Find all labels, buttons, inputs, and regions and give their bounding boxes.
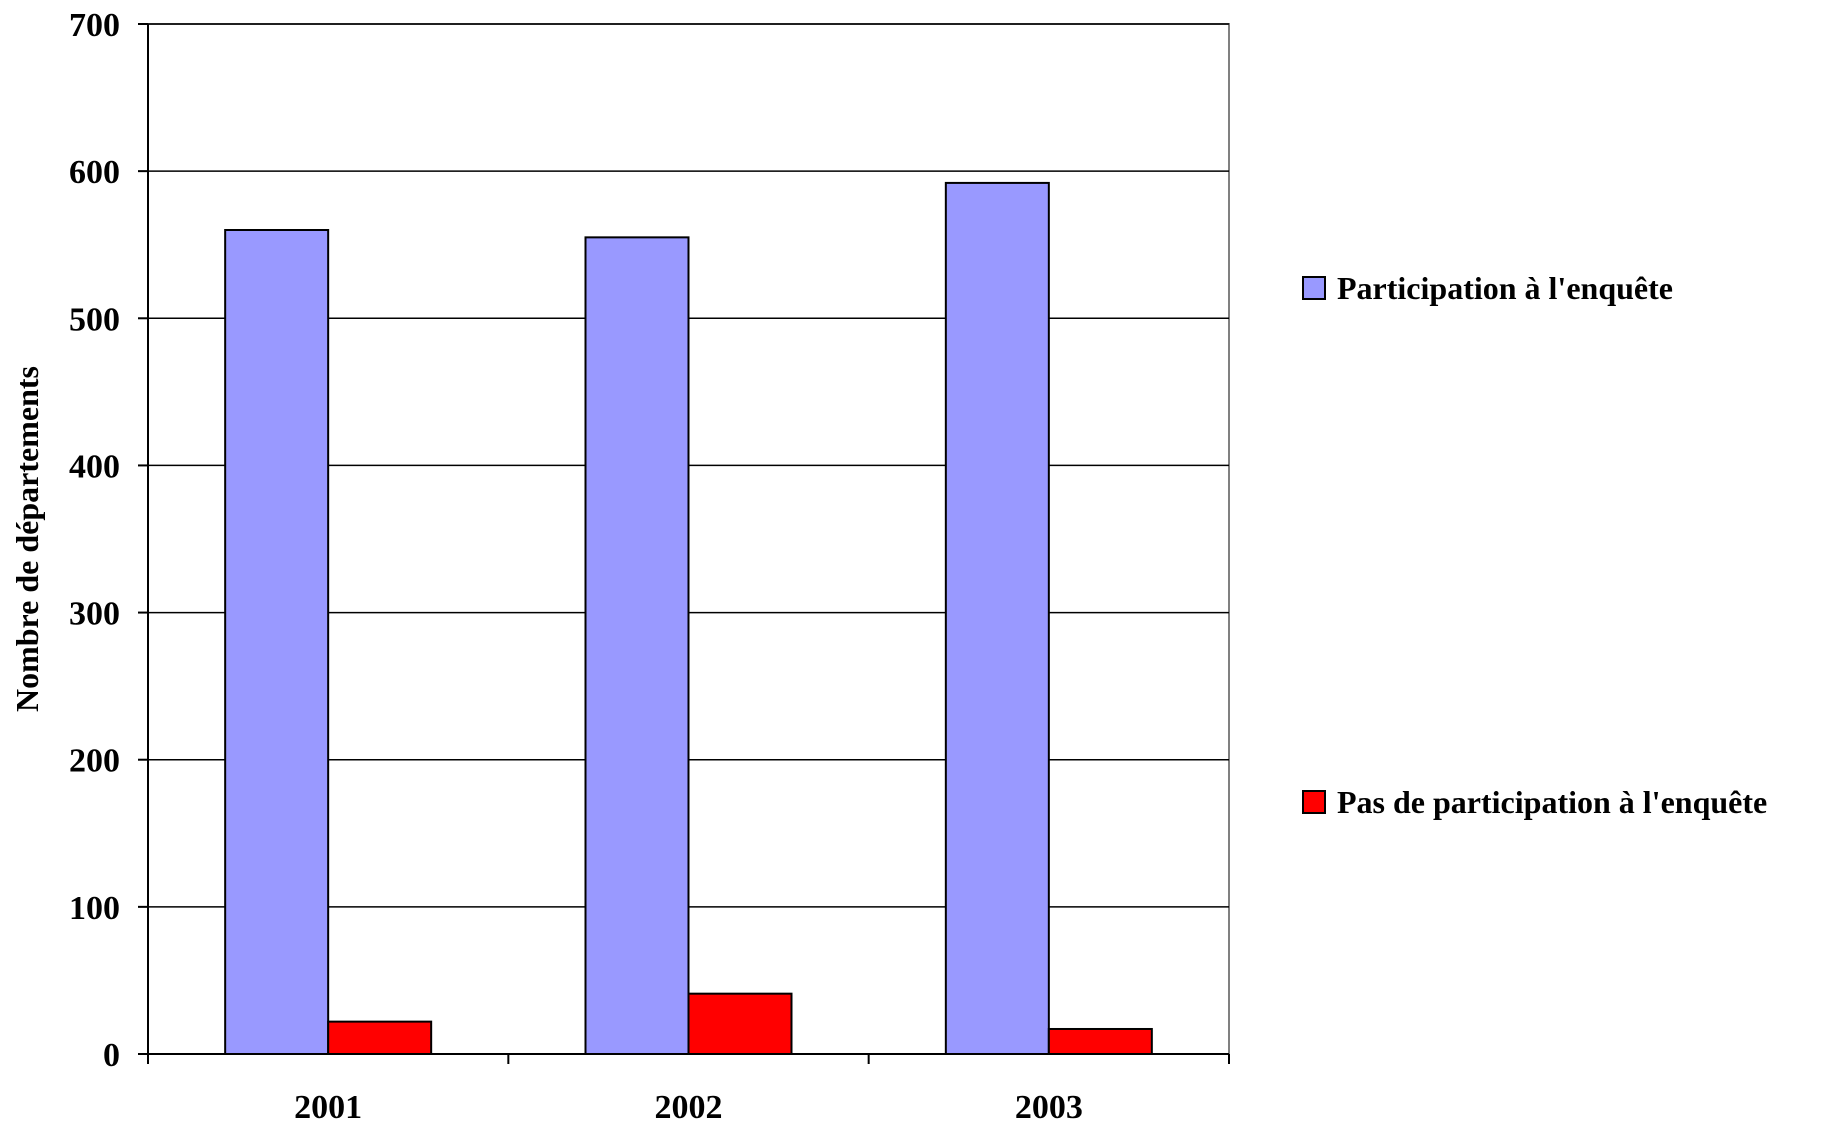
x-tick-label: 2001 xyxy=(294,1089,362,1123)
legend: Participation à l'enquête Pas de particip… xyxy=(1302,270,1767,820)
bar-participation-2003 xyxy=(944,181,1050,1055)
y-tick-label: 200 xyxy=(69,743,120,780)
y-tick-label: 700 xyxy=(69,7,120,44)
x-tick-label: 2003 xyxy=(1015,1089,1083,1123)
y-tick-label: 300 xyxy=(69,596,120,633)
bar-non-participation-2002 xyxy=(687,992,793,1056)
bar-non-participation-2001 xyxy=(327,1020,433,1056)
y-tick-label: 0 xyxy=(103,1037,120,1074)
y-axis-title: Nombre de départements xyxy=(9,366,45,712)
bars xyxy=(224,181,1153,1056)
legend-swatch xyxy=(1302,790,1326,814)
bar-participation-2001 xyxy=(224,229,330,1055)
x-axis-ticks: 2001 2002 2003 xyxy=(147,1054,1230,1123)
y-tick-label: 600 xyxy=(69,154,120,191)
legend-label: Pas de participation à l'enquête xyxy=(1337,784,1767,820)
y-tick-label: 100 xyxy=(69,890,120,927)
y-tick-label: 500 xyxy=(69,301,120,338)
legend-swatch xyxy=(1302,276,1326,300)
bar-non-participation-2003 xyxy=(1047,1027,1153,1056)
bar-participation-2002 xyxy=(584,236,690,1056)
y-tick-label: 400 xyxy=(69,448,120,485)
x-tick-label: 2002 xyxy=(655,1089,723,1123)
y-axis-ticks: 0 100 200 300 400 500 600 700 xyxy=(69,7,148,1074)
legend-label: Participation à l'enquête xyxy=(1337,270,1673,306)
